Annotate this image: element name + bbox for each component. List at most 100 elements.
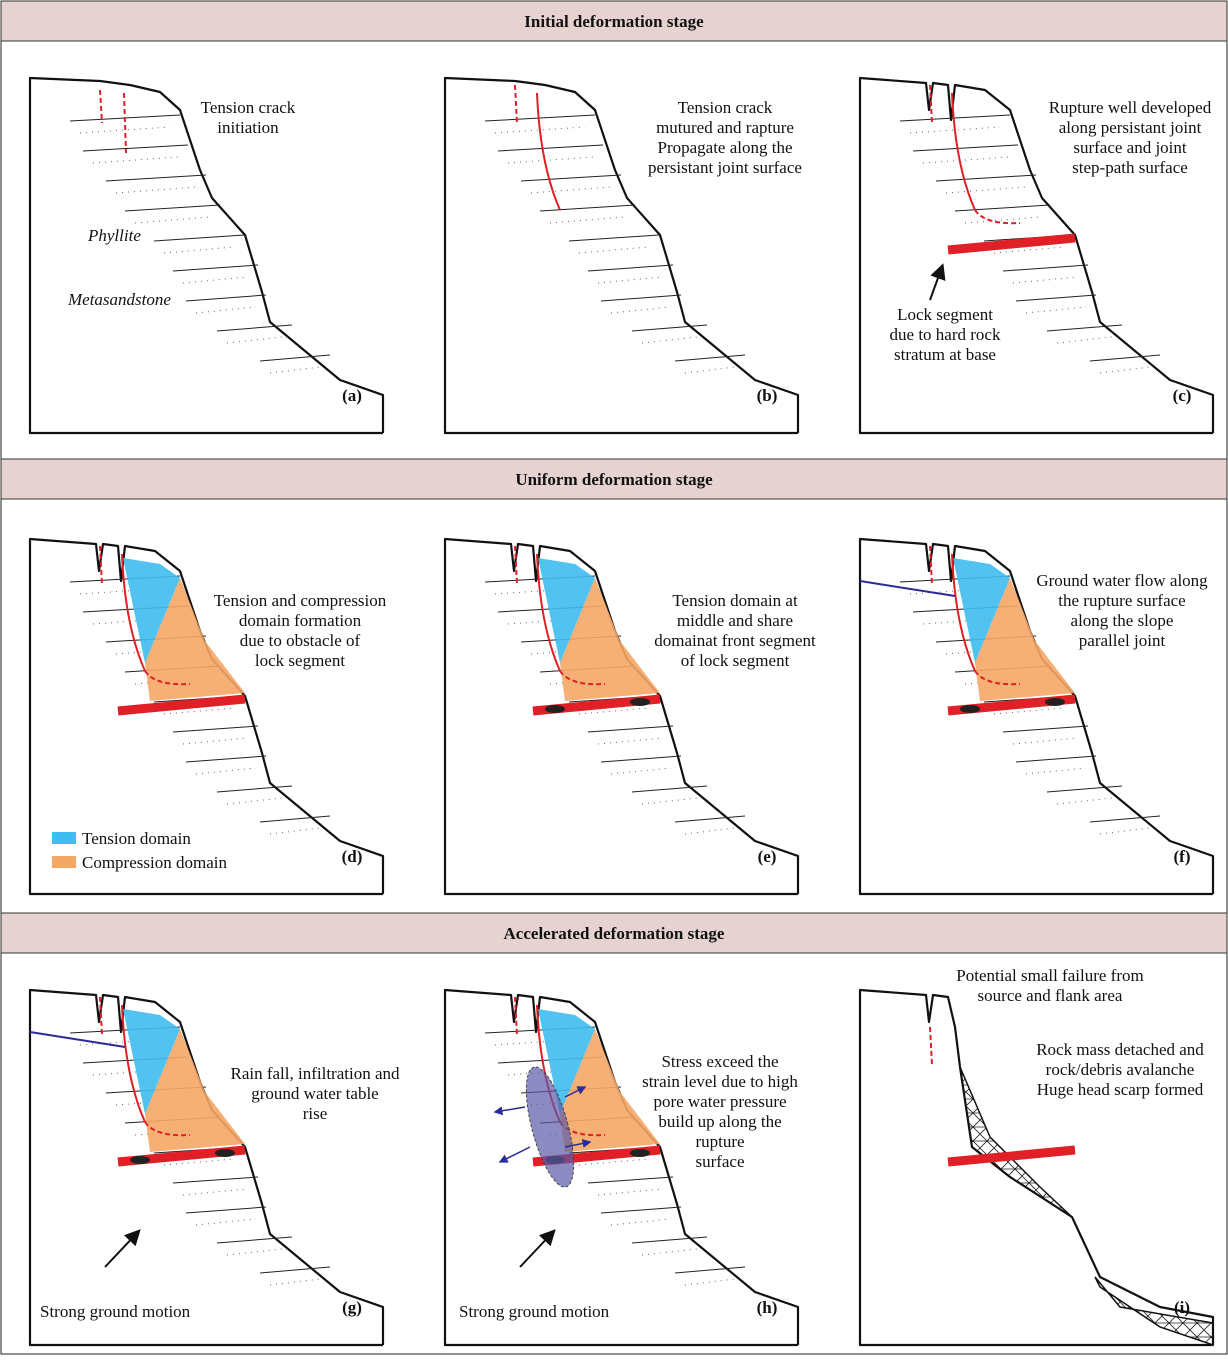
bedding	[601, 756, 681, 762]
annotation: Rupture well developed	[1049, 98, 1212, 117]
bedding	[900, 115, 1010, 121]
annotation: middle and share	[677, 611, 793, 630]
bedding-dots	[1057, 798, 1112, 804]
panel-label: (h)	[757, 1298, 778, 1317]
annotation: Tension crack	[201, 98, 296, 117]
panel-outline	[445, 990, 798, 1345]
bedding-dots	[598, 738, 663, 744]
annotation: ground water table	[251, 1084, 378, 1103]
annotation: Ground water flow along	[1036, 571, 1208, 590]
annotation: rise	[303, 1104, 328, 1123]
bedding-dots	[227, 1249, 282, 1255]
lock-segment	[948, 1150, 1075, 1162]
bedding	[154, 235, 244, 241]
annotation: due to obstacle of	[240, 631, 361, 650]
crack	[100, 90, 102, 123]
annotation: along the slope	[1071, 611, 1174, 630]
bedding	[173, 265, 258, 271]
panel-label: (b)	[757, 386, 778, 405]
annotation: initiation	[217, 118, 279, 137]
lock-segment	[118, 699, 245, 711]
bedding	[1016, 295, 1096, 301]
annotation: pore water pressure	[653, 1092, 786, 1111]
bedding	[485, 115, 595, 121]
annotation: of lock segment	[681, 651, 790, 670]
panel-label: (d)	[342, 847, 363, 866]
bedding-dots	[946, 187, 1026, 193]
bedding-dots	[116, 187, 196, 193]
locked-node	[630, 698, 650, 706]
bedding-dots	[685, 1279, 735, 1285]
locked-node	[1045, 698, 1065, 706]
bedding-dots	[1057, 337, 1112, 343]
bedding-dots	[164, 247, 234, 253]
annotation: strain level due to high	[642, 1072, 798, 1091]
bedding-dots	[923, 157, 1008, 163]
panel-outline	[30, 990, 383, 1345]
bedding-dots	[196, 307, 256, 313]
panel-label: (f)	[1174, 847, 1191, 866]
bedding-dots	[1026, 768, 1086, 774]
legend-swatch	[52, 856, 76, 868]
bedding-dots	[579, 247, 649, 253]
annotation: lock segment	[255, 651, 345, 670]
bedding-dots	[685, 367, 735, 373]
bedding	[1090, 355, 1160, 361]
panel-label: (c)	[1173, 386, 1192, 405]
bedding	[1090, 816, 1160, 822]
bedding	[186, 1207, 266, 1213]
bedding	[173, 726, 258, 732]
annotation-note: Strong ground motion	[459, 1302, 610, 1321]
bedding	[601, 1207, 681, 1213]
pointer-arrow	[520, 1232, 553, 1267]
rupture	[537, 93, 560, 210]
annotation: Tension crack	[678, 98, 773, 117]
bedding-dots	[93, 157, 178, 163]
bedding	[521, 175, 621, 181]
bedding-dots	[685, 828, 735, 834]
bedding	[186, 756, 266, 762]
bedding-dots	[270, 828, 320, 834]
bedding-dots	[1013, 738, 1078, 744]
annotation: rupture	[695, 1132, 744, 1151]
bedding	[1003, 726, 1088, 732]
bedding	[588, 1177, 673, 1183]
annotation: Stress exceed the	[661, 1052, 778, 1071]
panel-label: (g)	[342, 1298, 362, 1317]
panel-label: (i)	[1174, 1298, 1190, 1317]
bedding	[498, 145, 603, 151]
annotation: Propagate along the	[657, 138, 792, 157]
bedding	[83, 145, 188, 151]
annotation: domainat front segment	[654, 631, 816, 650]
bedding-dots	[550, 217, 625, 223]
bedding-dots	[227, 798, 282, 804]
water-table	[30, 1032, 125, 1047]
bedding-dots	[183, 277, 248, 283]
annotation-note: Lock segment	[897, 305, 993, 324]
bedding	[260, 816, 330, 822]
bedding	[106, 175, 206, 181]
bedding-dots	[1026, 307, 1086, 313]
annotation: build up along the	[658, 1112, 781, 1131]
bedding	[260, 355, 330, 361]
annotation: the rupture surface	[1058, 591, 1185, 610]
annotation: surface	[695, 1152, 744, 1171]
crack	[124, 93, 126, 153]
bedding-dots	[1100, 367, 1150, 373]
bedding-dots	[227, 337, 282, 343]
stage-title: Accelerated deformation stage	[504, 924, 725, 943]
panel-label: (a)	[342, 386, 362, 405]
bedding-dots	[183, 1189, 248, 1195]
bedding-dots	[642, 1249, 697, 1255]
stage-title: Initial deformation stage	[524, 12, 704, 31]
rupture	[952, 93, 975, 210]
annotation: step-path surface	[1072, 158, 1188, 177]
annotation: mutured and rapture	[656, 118, 794, 137]
bedding-dots	[611, 1219, 671, 1225]
annotation-note: Rock mass detached and	[1036, 1040, 1204, 1059]
bedding-dots	[508, 157, 593, 163]
annotation-note: rock/debris avalanche	[1046, 1060, 1195, 1079]
bedding	[675, 355, 745, 361]
locked-node	[630, 1149, 650, 1157]
rock-label: Phyllite	[87, 226, 141, 245]
